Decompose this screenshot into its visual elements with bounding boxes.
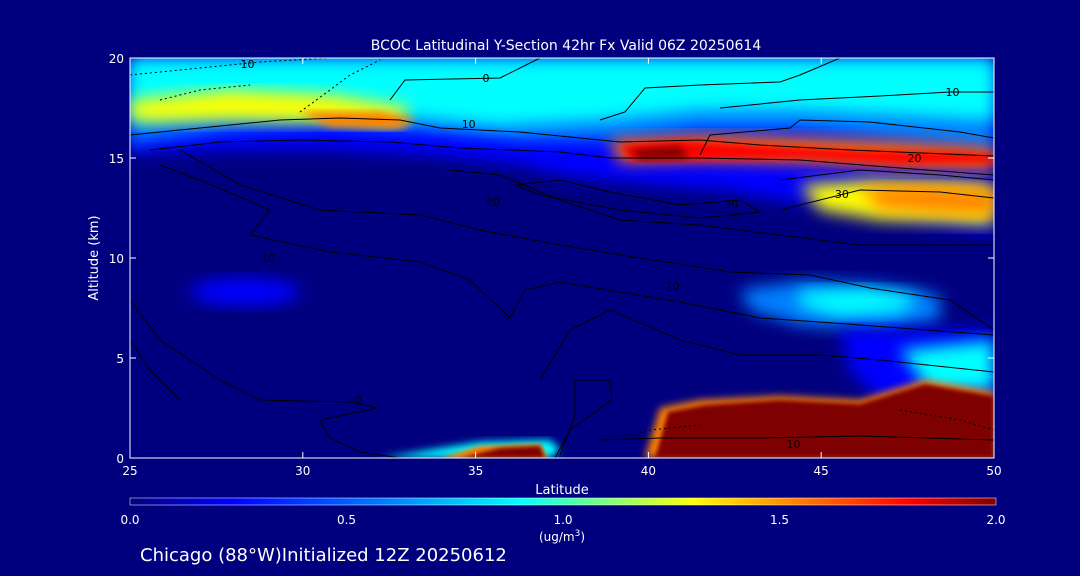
colorbar-unit-text: (ug/m	[539, 530, 575, 544]
colorbar-tick-label: 0.5	[337, 513, 356, 527]
contour-lines	[130, 58, 994, 458]
x-tick-label: 45	[814, 464, 829, 478]
colorbar-tick-label: 2.0	[986, 513, 1005, 527]
contour-label: 10	[946, 86, 960, 99]
contour-label: 30	[724, 198, 738, 211]
x-axis-label: Latitude	[535, 483, 589, 498]
x-tick-label: 40	[641, 464, 656, 478]
y-axis-label: Altitude (km)	[87, 215, 102, 300]
x-tick-label: 25	[122, 464, 137, 478]
x-axis: 25 30 35 40 45 50	[122, 58, 1002, 478]
y-tick-label: 20	[109, 52, 124, 66]
footer-location: Chicago (88°W)Initialized 12Z 20250612	[140, 545, 507, 566]
x-tick-label: 30	[295, 464, 310, 478]
colorbar-unit: (ug/m3)	[539, 529, 585, 544]
colorbar-tick-label: 1.0	[553, 513, 572, 527]
y-tick-label: 0	[116, 452, 124, 466]
contour-labels: 10 0 10 10 20 30 30 20 10 10 0 10	[241, 58, 960, 451]
contour-label: 20	[486, 196, 500, 209]
contour-label: 20	[908, 152, 922, 165]
heatmap-field	[130, 58, 994, 458]
y-tick-label: 15	[109, 152, 124, 166]
chart-title: BCOC Latitudinal Y-Section 42hr Fx Valid…	[371, 38, 762, 54]
colorbar-ticks: 0.0 0.5 1.0 1.5 2.0	[120, 513, 1005, 527]
x-tick-label: 35	[468, 464, 483, 478]
contour-label: 0	[482, 72, 489, 85]
contour-label: 10	[462, 118, 476, 131]
contour-label: 10	[666, 280, 680, 293]
colorbar	[129, 497, 997, 506]
colorbar-tick-label: 0.0	[120, 513, 139, 527]
y-tick-label: 10	[109, 252, 124, 266]
colorbar-tick-label: 1.5	[770, 513, 789, 527]
colorbar-unit-close: )	[580, 530, 585, 544]
contour-label: 10	[241, 58, 255, 71]
y-axis: 0 5 10 15 20	[109, 52, 994, 466]
colorbar-unit-exp: 3	[575, 529, 581, 539]
contour-label: 10	[787, 438, 801, 451]
contour-label: 0	[355, 394, 362, 407]
contour-label: 30	[835, 188, 849, 201]
x-tick-label: 50	[986, 464, 1001, 478]
contour-label: 10	[261, 252, 275, 265]
y-tick-label: 5	[116, 352, 124, 366]
